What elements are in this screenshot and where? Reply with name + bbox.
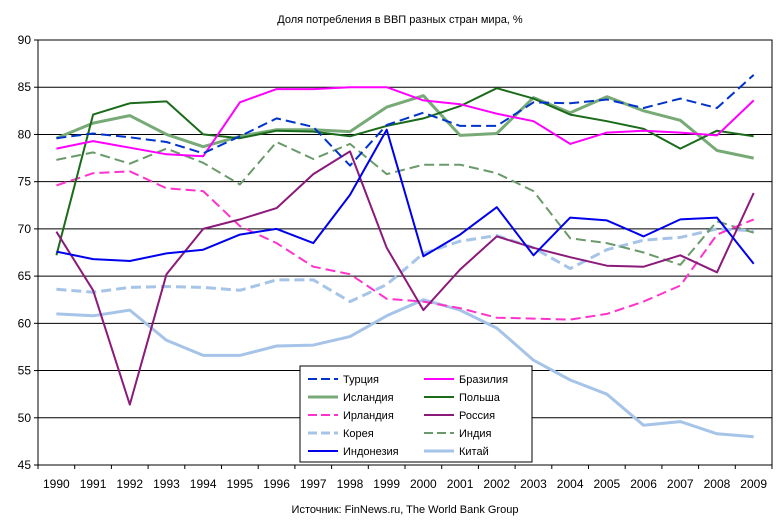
x-tick-label: 2009: [740, 477, 767, 491]
series-line-3: [55, 94, 755, 160]
y-tick-label: 70: [18, 222, 32, 236]
y-tick-label: 90: [18, 33, 32, 47]
x-tick-label: 2002: [483, 477, 510, 491]
x-tick-label: 2003: [520, 477, 547, 491]
x-axis: 1990 1991 1992 1993 1994 1995 1996 1997 1998 1999…: [37, 465, 773, 491]
legend-label: Индонезия: [343, 446, 399, 458]
y-tick-label: 65: [18, 269, 32, 283]
x-tick-label: 2004: [557, 477, 584, 491]
legend-label: Россия: [459, 410, 495, 422]
x-tick-label: 2001: [447, 477, 474, 491]
y-tick-label: 75: [18, 175, 32, 189]
legend-label: Польша: [459, 392, 501, 404]
legend-label: Корея: [343, 428, 374, 440]
gridlines: [38, 86, 772, 419]
x-tick-label: 2000: [410, 477, 437, 491]
y-tick-label: 45: [18, 458, 32, 472]
x-tick-label: 1992: [116, 477, 143, 491]
x-tick-label: 2005: [593, 477, 620, 491]
x-tick-label: 2006: [630, 477, 657, 491]
legend: Турция Бразилия Исландия Польша Ирландия Росс…: [299, 365, 533, 463]
x-tick-label: 2008: [704, 477, 731, 491]
legend-label: Исландия: [343, 392, 394, 404]
y-tick-label: 85: [18, 80, 32, 94]
x-tick-label: 1993: [153, 477, 180, 491]
x-tick-label: 1997: [300, 477, 327, 491]
legend-label: Турция: [343, 374, 379, 386]
x-tick-label: 1994: [190, 477, 217, 491]
legend-label: Индия: [459, 428, 492, 440]
series-line-8: [56, 141, 754, 266]
series-line-9: [56, 128, 755, 265]
x-tick-label: 2007: [667, 477, 694, 491]
series-line-10: [56, 298, 754, 439]
y-tick-label: 60: [18, 316, 32, 330]
legend-box: [299, 365, 533, 463]
y-tick-label: 50: [18, 411, 32, 425]
series-line-5: [56, 170, 755, 321]
legend-label: Бразилия: [459, 374, 508, 386]
series-line-1: [56, 74, 755, 167]
series-line-4: [55, 87, 754, 256]
series-line-2: [56, 86, 755, 158]
legend-label: Китай: [459, 446, 489, 458]
y-tick-label: 55: [18, 364, 32, 378]
x-tick-label: 1990: [43, 477, 70, 491]
y-tick-label: 80: [18, 127, 32, 141]
x-tick-label: 1991: [80, 477, 107, 491]
chart-source: Источник: FinNews.ru, The World Bank Gro…: [292, 504, 519, 516]
chart-title: Доля потребления в ВВП разных стран мира…: [277, 14, 523, 26]
y-axis: 45 50 55 60 65 70 75 80 85 90: [18, 33, 38, 472]
legend-label: Ирландия: [343, 410, 394, 422]
series-line-7: [56, 227, 754, 304]
series-lines: [55, 74, 755, 439]
x-tick-label: 1998: [337, 477, 364, 491]
x-tick-label: 1995: [226, 477, 253, 491]
x-tick-label: 1999: [373, 477, 400, 491]
x-tick-label: 1996: [263, 477, 290, 491]
series-line-6: [55, 150, 755, 406]
